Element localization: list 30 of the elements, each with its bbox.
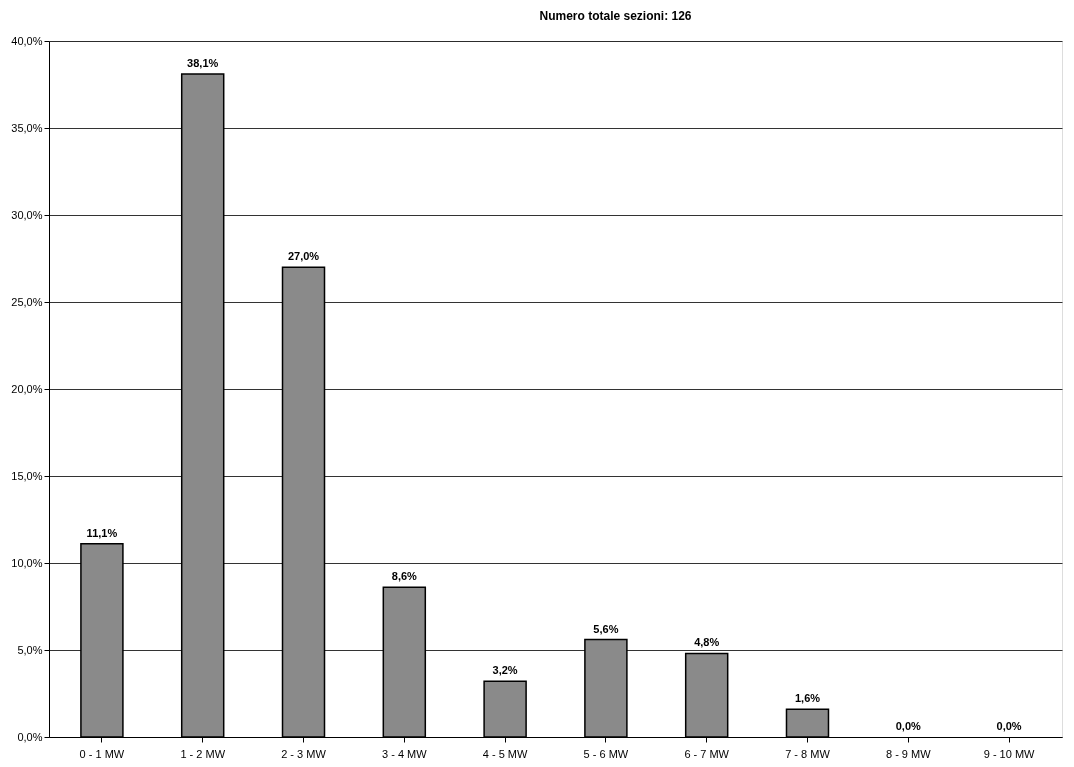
data-label: 5,6% <box>593 622 619 635</box>
x-tick-label: 1 - 2 MW <box>180 747 226 760</box>
x-tick-label: 6 - 7 MW <box>684 747 730 760</box>
y-tick-label: 20,0% <box>11 382 43 395</box>
x-tick-label: 7 - 8 MW <box>785 747 831 760</box>
x-tick-label: 3 - 4 MW <box>381 747 428 760</box>
x-tick-label: 0 - 1 MW <box>79 747 125 760</box>
y-tick-label: 40,0% <box>11 34 43 47</box>
x-tick-label: 8 - 9 MW <box>885 747 932 760</box>
y-tick-label: 15,0% <box>11 469 43 482</box>
y-tick-label: 0,0% <box>17 730 43 743</box>
chart-title: Numero totale sezioni: 126 <box>539 9 692 23</box>
data-label: 0,0% <box>996 720 1022 732</box>
y-tick-label: 30,0% <box>11 208 43 221</box>
x-tick-label: 2 - 3 MW <box>281 747 327 760</box>
data-label: 38,1% <box>187 57 219 70</box>
data-label: 4,8% <box>694 636 720 649</box>
data-label: 27,0% <box>287 250 320 263</box>
data-label: 11,1% <box>86 526 118 539</box>
x-tick-label: 5 - 6 MW <box>583 747 629 760</box>
y-tick-label: 5,0% <box>17 643 43 656</box>
data-label: 3,2% <box>492 664 518 677</box>
y-tick-label: 35,0% <box>11 121 43 134</box>
x-tick-label: 9 - 10 MW <box>983 747 1036 760</box>
data-label: 8,6% <box>391 570 418 583</box>
y-tick-label: 10,0% <box>11 556 43 569</box>
data-label: 0,0% <box>895 720 922 732</box>
x-tick-label: 4 - 5 MW <box>482 747 529 760</box>
y-tick-label: 25,0% <box>11 295 43 308</box>
data-label: 1,6% <box>794 692 821 705</box>
